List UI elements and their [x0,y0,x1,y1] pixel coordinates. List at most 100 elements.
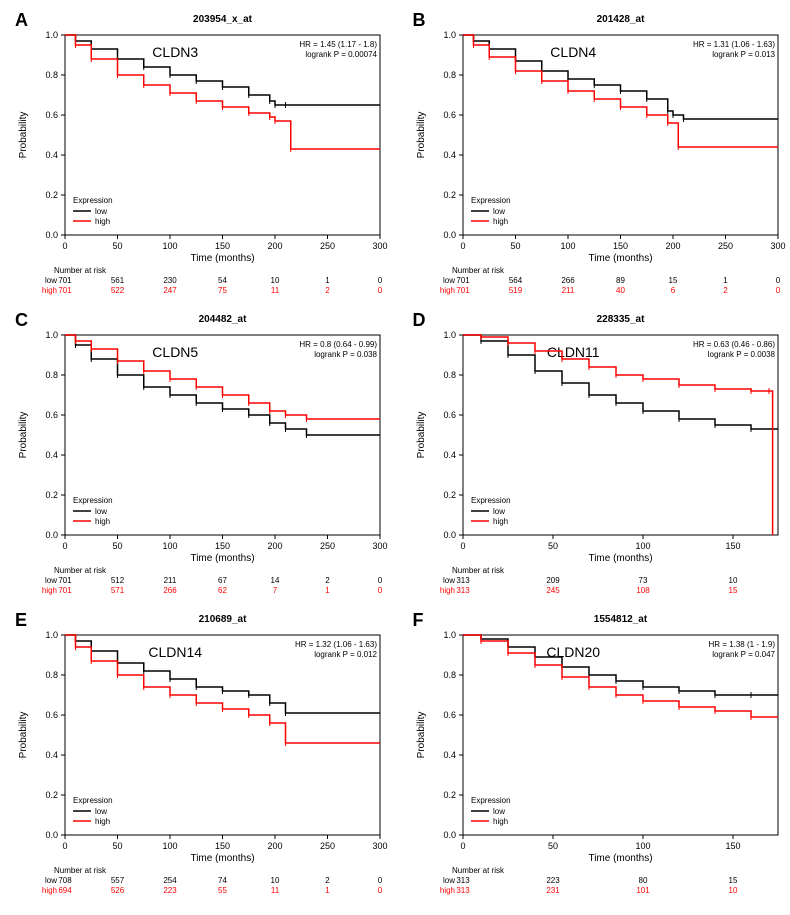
x-axis-label: Time (months) [588,253,652,264]
svg-text:100: 100 [162,841,177,851]
risk-low-value: 209 [546,576,560,585]
svg-text:0.0: 0.0 [443,230,456,240]
risk-title: Number at risk [451,866,504,875]
risk-low-value: 701 [58,576,72,585]
risk-title: Number at risk [451,566,504,575]
panel-letter: D [413,310,426,331]
panel-letter: B [413,10,426,31]
risk-low-value: 701 [456,276,470,285]
svg-text:0.4: 0.4 [45,450,58,460]
probe-id: 204482_at [199,314,247,325]
svg-text:0: 0 [460,241,465,251]
panel-grid: A 203954_x_atCLDN3HR = 1.45 (1.17 - 1.8)… [10,10,790,905]
panel-D: D 228335_atCLDN11HR = 0.63 (0.46 - 0.86)… [408,310,790,605]
legend-title: Expression [73,796,113,805]
panel-letter: E [15,610,27,631]
logrank-text: logrank P = 0.038 [314,350,377,359]
risk-high-value: 266 [163,586,177,595]
risk-high-value: 1 [325,886,330,895]
risk-high-value: 313 [456,586,470,595]
risk-high-value: 1 [325,586,330,595]
risk-low-value: 15 [668,276,677,285]
svg-text:0.2: 0.2 [45,790,58,800]
risk-high-value: 522 [111,286,125,295]
svg-text:50: 50 [112,241,122,251]
svg-text:0.6: 0.6 [45,410,58,420]
risk-low-value: 89 [616,276,625,285]
panel-A: A 203954_x_atCLDN3HR = 1.45 (1.17 - 1.8)… [10,10,403,305]
risk-title: Number at risk [451,266,504,275]
risk-low-value: 0 [378,876,383,885]
gene-label: CLDN3 [152,44,198,60]
svg-text:high: high [42,586,57,595]
risk-low-value: 313 [456,876,470,885]
svg-text:250: 250 [717,241,732,251]
risk-low-value: 701 [58,276,72,285]
panel-letter: C [15,310,28,331]
svg-text:0.8: 0.8 [443,670,456,680]
risk-low-value: 211 [164,576,177,585]
y-axis-label: Probability [18,412,29,459]
svg-text:0: 0 [460,841,465,851]
risk-low-value: 10 [271,876,280,885]
svg-text:1.0: 1.0 [45,30,58,40]
legend-title: Expression [73,196,113,205]
svg-text:0.6: 0.6 [45,710,58,720]
risk-low-value: 74 [218,876,227,885]
svg-text:0.4: 0.4 [443,450,456,460]
svg-text:0.8: 0.8 [45,370,58,380]
svg-text:low: low [45,276,57,285]
x-axis-label: Time (months) [588,853,652,864]
legend-low: low [95,807,107,816]
svg-text:150: 150 [215,241,230,251]
probe-id: 228335_at [596,314,644,325]
hr-text: HR = 1.38 (1 - 1.9) [708,640,775,649]
legend-title: Expression [471,796,511,805]
svg-text:200: 200 [267,241,282,251]
risk-low-value: 254 [163,876,177,885]
risk-low-value: 14 [271,576,280,585]
x-axis-label: Time (months) [190,253,254,264]
risk-low-value: 80 [638,876,647,885]
svg-text:100: 100 [560,241,575,251]
risk-high-value: 55 [218,886,227,895]
svg-text:0: 0 [460,541,465,551]
svg-text:100: 100 [162,241,177,251]
risk-low-value: 1 [723,276,728,285]
risk-high-value: 0 [378,586,383,595]
gene-label: CLDN4 [550,44,596,60]
svg-text:0.2: 0.2 [443,490,456,500]
svg-text:high: high [439,586,454,595]
risk-low-value: 564 [508,276,522,285]
risk-high-value: 526 [111,886,125,895]
risk-low-value: 2 [325,876,330,885]
gene-label: CLDN5 [152,344,198,360]
svg-text:250: 250 [320,241,335,251]
svg-text:0.4: 0.4 [443,150,456,160]
y-axis-label: Probability [18,112,29,159]
risk-low-value: 67 [218,576,227,585]
svg-text:150: 150 [612,241,627,251]
gene-label: CLDN14 [148,644,202,660]
svg-text:150: 150 [725,841,740,851]
svg-text:50: 50 [510,241,520,251]
svg-text:50: 50 [112,841,122,851]
risk-title: Number at risk [54,866,107,875]
risk-low-value: 0 [775,276,780,285]
risk-high-value: 701 [58,286,72,295]
probe-id: 203954_x_at [193,14,253,25]
legend-high: high [493,217,508,226]
risk-low-value: 708 [58,876,72,885]
svg-text:0: 0 [62,241,67,251]
svg-text:300: 300 [770,241,785,251]
y-axis-label: Probability [416,412,427,459]
legend-high: high [493,517,508,526]
risk-high-value: 2 [325,286,330,295]
legend-high: high [493,817,508,826]
y-axis-label: Probability [18,712,29,759]
svg-text:low: low [442,276,454,285]
risk-low-value: 73 [638,576,647,585]
risk-low-value: 223 [546,876,560,885]
risk-title: Number at risk [54,266,107,275]
risk-high-value: 0 [775,286,780,295]
